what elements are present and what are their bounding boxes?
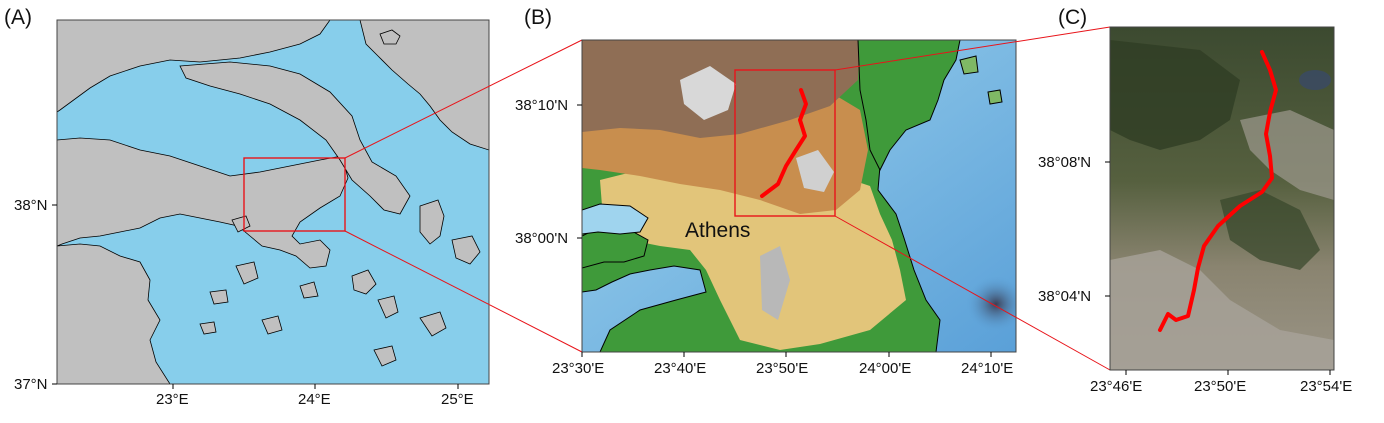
panel-b-land-mid [600,166,906,350]
athens-label: Athens [685,219,751,242]
panel-c-urban [1240,110,1334,200]
panel-a-xtick: 24°E [298,391,331,408]
panel-a-island [351,269,377,295]
panel-a-xtick: 25°E [441,391,474,408]
panel-a-north-coast [359,20,489,151]
panel-c-route [1158,50,1278,332]
panel-b-islet [987,89,1003,105]
panel-c-frame [1109,26,1335,371]
panel-a-letter: (A) [4,6,32,29]
panel-a-island [299,281,319,299]
panel-a-skiathos [379,29,401,45]
panel-b-ytick: 38°00'N [515,230,569,247]
panel-a-island [419,311,447,337]
panel-a-island [199,321,217,335]
panel-a-island [235,261,259,285]
panel-a-euboea [179,61,411,215]
panel-a-island [231,215,251,233]
panel-c-xtick: 23°54'E [1300,378,1353,395]
panel-b-xtick: 24°00'E [859,360,912,377]
connector-a-b-bottom [344,230,583,353]
panel-b-peak [680,66,736,120]
panel-b-route [760,88,808,198]
panel-b-xtick: 23°30'E [552,360,605,377]
panel-c-satellite [1110,27,1334,370]
panel-c-urban [1110,250,1334,370]
panel-c-reservoir [1299,70,1331,90]
panel-a-island [261,315,283,335]
panel-b-zoom-box [734,69,836,217]
panel-b-ytick: 38°10'N [515,97,569,114]
panel-b-east-land [857,40,961,172]
panel-c-forest [1220,190,1320,270]
panel-a-island [451,235,481,265]
panel-b-deep-sea [966,276,1016,332]
panel-c-forest [1110,40,1240,150]
panel-c-xtick: 23°46'E [1090,378,1143,395]
panel-b-west-gulf [582,203,649,235]
panel-b-peak [760,246,790,320]
connector-a-b-top [344,39,583,159]
panel-a-mainland [57,20,349,384]
panel-a-ytick: 38°N [14,197,48,214]
panel-c-letter: (C) [1058,6,1088,29]
panel-b-relief [582,40,1016,352]
panel-c-ytick: 38°08'N [1038,154,1092,171]
panel-a-zoom-box [243,157,346,232]
panel-a-island [209,289,229,305]
connector-b-c-bottom [834,215,1111,371]
panel-c-xtick: 23°50'E [1194,378,1247,395]
panel-a-frame [56,19,490,385]
panel-b-letter: (B) [524,6,552,29]
panel-a-island [373,345,397,367]
panel-a-island [419,199,445,245]
panel-b-peak [796,150,834,192]
connector-b-c-top [834,26,1111,71]
panel-a-map [57,20,489,384]
panel-b-xtick: 24°10'E [961,360,1014,377]
panel-b-frame [581,39,1017,353]
panel-a-xtick: 23°E [156,391,189,408]
panel-a-ytick: 37°N [14,376,48,393]
panel-b-xtick: 23°40'E [654,360,707,377]
panel-b-islet [959,55,979,75]
panel-b-xtick: 23°50'E [756,360,809,377]
panel-c-ytick: 38°04'N [1038,288,1092,305]
panel-a-island [377,295,399,319]
panel-a-inner-lake [202,126,214,131]
